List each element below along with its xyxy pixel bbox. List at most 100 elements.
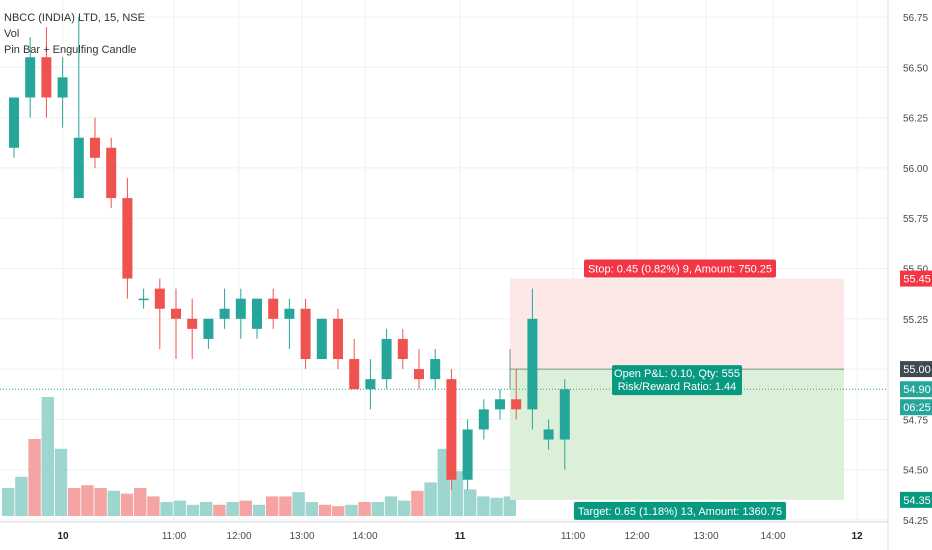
price-tick-label: 56.50 (903, 63, 928, 74)
volume-bar (371, 502, 384, 516)
candle-body[interactable] (9, 97, 19, 148)
stop-label-box (584, 259, 776, 278)
candle-body[interactable] (430, 359, 441, 380)
candle-body[interactable] (527, 318, 538, 410)
time-tick-label: 11:00 (162, 531, 187, 542)
time-tick-label: 13:00 (289, 531, 314, 542)
volume-bar (94, 488, 107, 516)
candle-body[interactable] (559, 389, 570, 440)
candle-body[interactable] (73, 137, 84, 199)
candle-body[interactable] (381, 338, 392, 380)
time-tick-label: 11:00 (561, 531, 586, 542)
candle-body[interactable] (122, 198, 133, 279)
volume-bar (173, 500, 186, 516)
candle-body[interactable] (300, 308, 311, 360)
volume-bar (134, 488, 147, 516)
volume-bar (398, 500, 411, 516)
price-tick-label: 54.50 (903, 466, 928, 477)
symbol-title[interactable]: NBCC (INDIA) LTD, 15, NSE (4, 12, 145, 24)
volume-bar (213, 504, 226, 516)
volume-bar (68, 488, 81, 516)
open-pnl-label: Open P&L: 0.10, Qty: 555 (614, 368, 740, 380)
countdown-box (900, 399, 932, 416)
candle-body[interactable] (511, 399, 522, 410)
candle-body[interactable] (349, 359, 360, 390)
volume-bar (464, 489, 477, 516)
volume-bar (384, 496, 398, 516)
entry-price-tag: 55.00 (903, 364, 931, 376)
price-tick-label: 54.25 (903, 516, 928, 527)
candle-body[interactable] (268, 298, 279, 319)
price-tick-label: 54.75 (903, 415, 928, 426)
time-tick-label: 14:00 (760, 531, 785, 542)
indicator-pattern[interactable]: Pin Bar + Engulfing Candle (4, 44, 137, 56)
candle-body[interactable] (138, 298, 149, 301)
volume-bar (424, 482, 437, 516)
candle-body[interactable] (462, 429, 473, 480)
candle-body[interactable] (106, 147, 117, 199)
volume-bar (81, 485, 94, 516)
time-tick-label: 10 (57, 531, 69, 542)
candle-body[interactable] (397, 338, 408, 360)
candle-body[interactable] (495, 399, 505, 410)
volume-bar (15, 476, 28, 516)
volume-bar (490, 497, 503, 516)
candle-body[interactable] (154, 288, 165, 309)
candle-body[interactable] (414, 369, 424, 380)
candle-body[interactable] (446, 379, 457, 480)
candle-body[interactable] (333, 318, 343, 360)
volume-bar (160, 502, 173, 516)
volume-bar (318, 504, 332, 516)
volume-bar (279, 496, 292, 516)
volume-bar (41, 397, 54, 516)
volume-bar (266, 496, 279, 516)
stop-zone[interactable] (510, 278, 844, 370)
volume-bar (503, 496, 516, 516)
chart-legend: NBCC (INDIA) LTD, 15, NSE Vol Pin Bar + … (4, 10, 145, 58)
candle-body[interactable] (543, 429, 554, 440)
time-tick-label: 13:00 (693, 531, 718, 542)
volume-bar (239, 500, 252, 516)
volume-bar (28, 439, 41, 516)
target-price-tag: 54.35 (903, 495, 931, 507)
volume-bar (107, 490, 120, 516)
time-tick-label: 12:00 (226, 531, 251, 542)
volume-bar (186, 504, 200, 516)
volume-bar (54, 448, 68, 516)
stop-price-tag-box (900, 270, 932, 287)
stop-price-tag: 55.45 (903, 274, 931, 286)
entry-price-tag-box (900, 361, 932, 378)
price-tick-label: 56.25 (903, 114, 928, 125)
candle-body[interactable] (478, 409, 489, 430)
candle-body[interactable] (252, 298, 262, 329)
candle-body[interactable] (365, 379, 376, 390)
candle-body[interactable] (90, 137, 100, 158)
candle-body[interactable] (203, 318, 214, 339)
current-price-tag-box (900, 381, 932, 398)
candle-body[interactable] (235, 298, 246, 319)
candle-body[interactable] (41, 57, 52, 98)
volume-bar (292, 492, 305, 516)
candle-body[interactable] (57, 77, 68, 98)
volume-bar (305, 502, 318, 516)
price-tick-label: 55.25 (903, 315, 928, 326)
volume-bar (2, 488, 15, 516)
volume-bar (200, 502, 213, 516)
candle-body[interactable] (219, 308, 230, 319)
time-tick-label: 12 (851, 531, 863, 542)
volume-bar (332, 506, 345, 516)
candle-body[interactable] (316, 318, 327, 360)
time-tick-label: 14:00 (352, 531, 377, 542)
volume-bar (147, 496, 160, 516)
candle-body[interactable] (171, 308, 181, 319)
candle-body[interactable] (187, 318, 198, 329)
candle-body[interactable] (284, 308, 295, 319)
pnl-label-box (612, 365, 742, 396)
countdown-label: 06:25 (903, 402, 931, 414)
volume-bar (345, 504, 358, 516)
time-tick-label: 12:00 (624, 531, 649, 542)
indicator-vol[interactable]: Vol (4, 28, 20, 40)
candle-body[interactable] (25, 57, 36, 98)
